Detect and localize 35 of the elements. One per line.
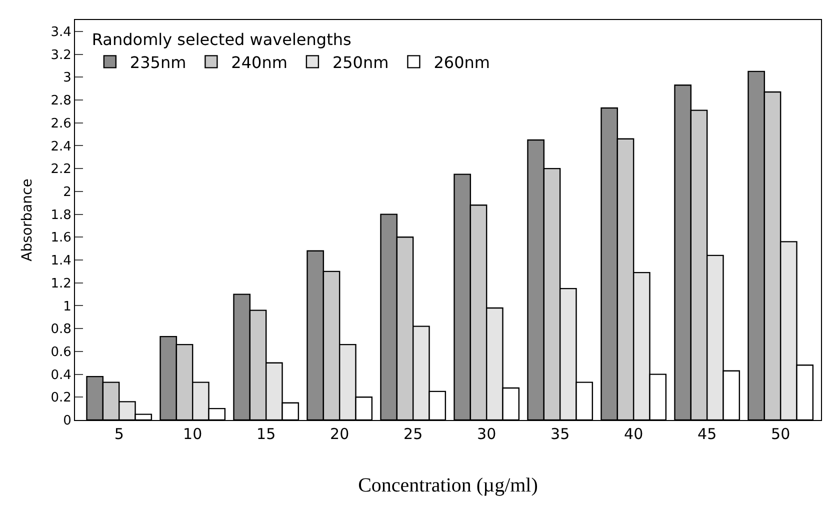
y-axis-title: Absorbance (19, 178, 36, 262)
y-tick-label: 0.4 (50, 368, 72, 383)
y-tick-label: 2.4 (50, 139, 72, 154)
y-tick-label: 2 (63, 184, 72, 200)
x-tick-label: 10 (183, 425, 202, 443)
legend-label: 240nm (231, 52, 288, 72)
legend-label: 235nm (130, 52, 186, 72)
x-tick-label: 30 (477, 425, 496, 443)
y-tick-label: 2.6 (50, 116, 72, 132)
y-tick-label: 0.8 (50, 322, 72, 338)
y-tick-label: 1.8 (50, 208, 72, 223)
y-tick-label: 3.2 (50, 48, 72, 63)
legend-label: 260nm (434, 52, 490, 72)
y-tick-label: 1.6 (50, 230, 72, 246)
y-tick-label: 0.2 (50, 390, 72, 406)
x-tick-label: 45 (698, 425, 717, 443)
x-tick-label: 5 (114, 425, 124, 443)
y-tick-label: 0 (63, 414, 72, 429)
x-tick-label: 35 (550, 425, 570, 443)
y-tick-label: 2.8 (50, 94, 72, 109)
legend-title: Randomly selected wavelengths (92, 30, 352, 49)
y-tick-label: 0.6 (50, 344, 72, 360)
y-tick-label: 1 (63, 299, 72, 314)
y-tick-label: 2.2 (50, 162, 72, 178)
legend-label: 250nm (332, 52, 389, 72)
y-tick-label: 1.4 (50, 254, 72, 269)
y-tick-label: 1.2 (50, 276, 72, 292)
x-tick-label: 20 (330, 425, 350, 443)
y-tick-label: 3.4 (50, 24, 72, 40)
x-axis-title: Concentration (µg/ml) (358, 474, 538, 496)
x-tick-label: 50 (771, 425, 790, 443)
x-tick-label: 40 (624, 425, 644, 443)
x-tick-label: 25 (404, 425, 423, 443)
x-tick-label: 15 (256, 425, 276, 443)
y-tick-label: 3 (63, 70, 72, 86)
